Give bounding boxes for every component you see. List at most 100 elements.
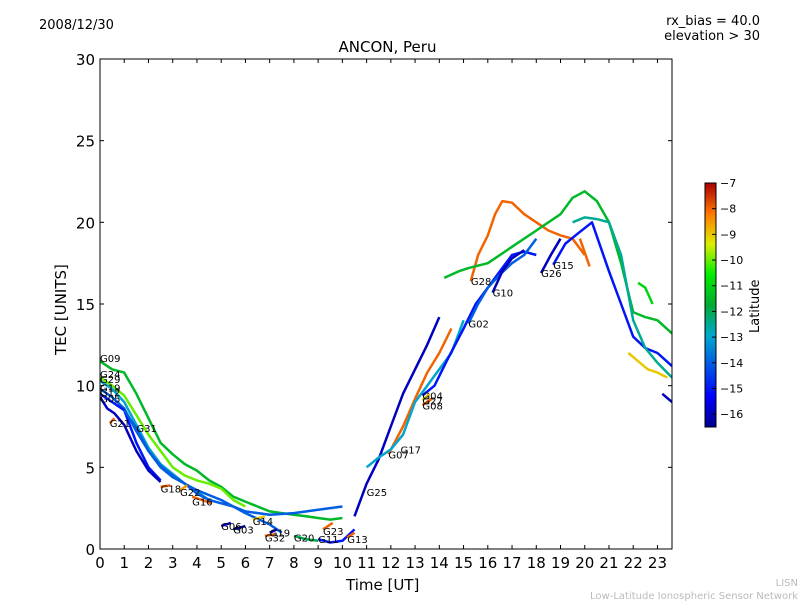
x-tick-label: 20	[575, 554, 594, 572]
series-label: G28	[471, 277, 491, 288]
series-line-G-e	[627, 352, 668, 379]
rx-bias-label: rx_bias = 40.0	[666, 14, 760, 29]
series-label: G25	[367, 488, 387, 499]
x-tick-label: 8	[289, 554, 299, 572]
series-label: G03	[233, 525, 253, 536]
series-line-G12	[100, 392, 162, 482]
y-tick-label: 5	[85, 459, 95, 477]
series-line-G09	[100, 360, 343, 521]
x-tick-label: 19	[551, 554, 570, 572]
series-line-G16	[191, 495, 212, 505]
colorbar-tick-label: −8	[720, 203, 736, 216]
series-label: G31	[136, 424, 156, 435]
series-line-G23	[322, 521, 334, 531]
series-label: G06	[221, 522, 241, 533]
x-tick-label: 9	[313, 554, 323, 572]
series-label: G02	[468, 320, 488, 331]
series-label: G18	[161, 485, 181, 496]
series-label: G29	[100, 375, 120, 386]
series-line-G05	[100, 396, 162, 483]
series-label: G05	[100, 395, 120, 406]
series-label: G19	[270, 529, 290, 540]
colorbar-tick-label: −12	[720, 305, 743, 318]
x-tick-label: 5	[216, 554, 226, 572]
lisn-label: LISN	[775, 578, 798, 589]
series-line-G03	[232, 524, 246, 531]
series-label: G14	[253, 517, 273, 528]
series-line-G22	[179, 484, 188, 492]
series-label: G20	[294, 534, 314, 545]
series-label: G15	[553, 261, 573, 272]
date-label: 2008/12/30	[39, 18, 114, 33]
series-label: G13	[347, 535, 367, 546]
series-line-G07	[387, 327, 453, 455]
x-tick-label: 11	[357, 554, 376, 572]
series-label: G26	[541, 269, 561, 280]
y-tick-label: 20	[76, 214, 95, 232]
colorbar-tick-label: −16	[720, 408, 743, 421]
x-axis-label: Time [UT]	[346, 576, 420, 594]
x-tick-label: 14	[430, 554, 449, 572]
series-line-G-f	[661, 392, 672, 403]
x-tick-label: 1	[119, 554, 129, 572]
elevation-label: elevation > 30	[664, 29, 760, 44]
series-label: G09	[100, 354, 120, 365]
series-line-G14	[252, 515, 266, 521]
y-tick-label: 0	[85, 541, 95, 559]
y-tick-label: 15	[76, 296, 95, 314]
series-label: G32	[265, 534, 285, 545]
colorbar-tick-label: −9	[720, 228, 736, 241]
series-line-G10	[491, 249, 525, 294]
series-label: G08	[422, 401, 442, 412]
lisn-network-label: Low-Latitude Ionospheric Sensor Network	[590, 591, 798, 602]
colorbar-tick-label: −15	[720, 382, 743, 395]
chart-title: ANCON, Peru	[338, 38, 437, 56]
series-label: G16	[192, 498, 212, 509]
colorbar	[704, 182, 717, 428]
series-line-G20	[293, 534, 319, 543]
y-tick-label: 10	[76, 378, 95, 396]
x-tick-label: 22	[624, 554, 643, 572]
x-tick-label: 10	[333, 554, 352, 572]
x-tick-label: 17	[502, 554, 521, 572]
series-label: G23	[323, 527, 343, 538]
x-tick-label: 16	[478, 554, 497, 572]
series-line-G26	[539, 238, 562, 274]
series-label: G07	[388, 450, 408, 461]
x-tick-label: 3	[168, 554, 178, 572]
series-line-G25	[353, 316, 441, 517]
x-tick-label: 0	[95, 554, 105, 572]
x-tick-label: 2	[144, 554, 154, 572]
series-label: G19	[100, 383, 120, 394]
series-line-G32	[264, 533, 275, 538]
x-tick-label: 15	[454, 554, 473, 572]
series-label: G10	[493, 289, 513, 300]
colorbar-tick-label: −14	[720, 357, 743, 370]
footer-credit: LISN Low-Latitude Ionospheric Sensor Net…	[590, 577, 798, 603]
colorbar-tick-label: −11	[720, 280, 743, 293]
parameters: rx_bias = 40.0 elevation > 30	[664, 14, 760, 44]
series-line-G31	[123, 409, 343, 516]
series-label: G04	[422, 391, 442, 402]
series-line-G21	[108, 417, 116, 425]
colorbar-tick-label: −13	[720, 331, 743, 344]
series-label: G11	[318, 535, 338, 546]
colorbar-tick-label: −7	[720, 177, 736, 190]
x-tick-label: 23	[648, 554, 667, 572]
series-line-G-c	[578, 238, 591, 267]
series-line-G18	[160, 484, 171, 489]
series-line-G11	[317, 528, 356, 544]
series-line-G28	[469, 199, 586, 282]
series-line-G13	[346, 531, 356, 539]
series-label: G27	[422, 396, 442, 407]
series-line-G19	[100, 387, 283, 534]
series-line-G24	[100, 376, 246, 508]
series-line-G27	[421, 392, 431, 402]
series-label: G22	[180, 488, 200, 499]
series-label: G24	[100, 370, 120, 381]
series-label: G21	[110, 419, 130, 430]
y-tick-label: 30	[76, 51, 95, 69]
series-line-G-b	[572, 216, 672, 379]
series-line-G19b	[269, 528, 278, 534]
x-tick-label: 13	[406, 554, 425, 572]
